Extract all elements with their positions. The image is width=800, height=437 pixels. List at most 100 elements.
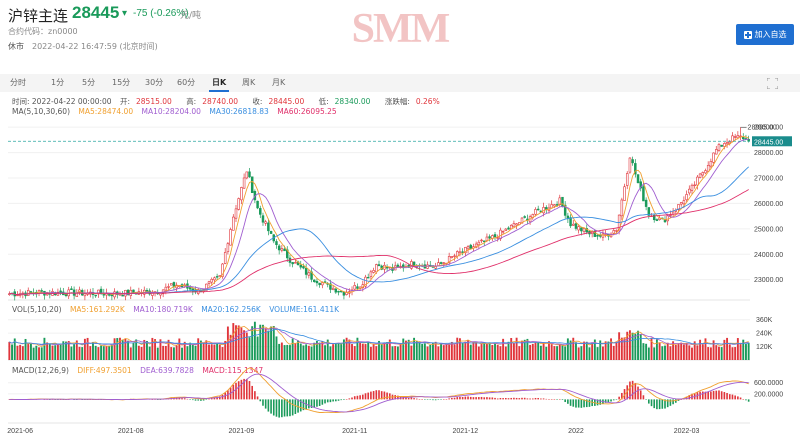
volume-bar: [558, 344, 561, 360]
macd-histogram-bar: [510, 397, 513, 400]
last-price: 28445: [72, 3, 120, 22]
tab-weekly[interactable]: 周K: [242, 78, 256, 87]
volume-bar: [480, 343, 483, 360]
candle: [623, 186, 626, 201]
candle: [561, 196, 564, 207]
candle: [342, 292, 346, 296]
candle: [642, 186, 645, 202]
low-label: 低:: [318, 97, 329, 106]
price-axis-tick: 27000.00: [754, 176, 783, 183]
tab-5min[interactable]: 5分: [82, 78, 96, 87]
macd-histogram-bar: [235, 382, 237, 400]
volume-bar: [194, 345, 197, 360]
macd-histogram-bar: [645, 399, 647, 400]
volume-bar: [650, 337, 653, 360]
candle: [450, 256, 454, 258]
tab-monthly[interactable]: 月K: [272, 78, 286, 87]
candle: [307, 272, 311, 276]
candle: [245, 171, 249, 179]
macd-histogram-bar: [639, 390, 642, 400]
tab-1min[interactable]: 1分: [51, 78, 65, 87]
macd-histogram-bar: [518, 398, 521, 400]
candle: [725, 142, 729, 145]
volume-bar: [208, 344, 210, 360]
vol-ma20-line: [9, 328, 749, 345]
ma60-legend: MA60:26095.25: [277, 107, 337, 116]
dea-legend: DEA:639.7828: [140, 366, 194, 375]
macd-histogram-bar: [585, 399, 588, 408]
candle: [569, 217, 572, 227]
high-value: 28740.00: [202, 97, 239, 106]
vol-ma10-line: [9, 327, 749, 346]
candle: [712, 152, 715, 163]
volume-bar: [707, 347, 710, 360]
volume-bar: [224, 340, 227, 360]
volume-bar: [432, 342, 434, 360]
tab-timeshare[interactable]: 分时: [10, 78, 26, 87]
volume-bar: [148, 346, 151, 360]
volume-bar: [235, 325, 237, 360]
macd-histogram-bar: [650, 399, 653, 407]
open-label: 开:: [119, 97, 130, 106]
macd-info: MACD(12,26,9) DIFF:497.3501 DEA:639.7828…: [12, 366, 269, 375]
macd-histogram-bar: [596, 399, 599, 406]
candle: [634, 163, 637, 175]
volume-bar: [164, 345, 167, 360]
tab-60min[interactable]: 60分: [177, 78, 196, 87]
macd-histogram-bar: [232, 384, 235, 400]
volume-bar: [491, 345, 494, 360]
candle: [698, 173, 702, 178]
candle: [458, 251, 462, 254]
macd-histogram-bar: [715, 390, 718, 400]
price-axis-tick: 28000.00: [754, 150, 783, 157]
candle: [439, 262, 443, 264]
macd-histogram-bar: [718, 390, 720, 400]
volume-bar: [661, 346, 664, 360]
macd-histogram-bar: [674, 399, 677, 403]
volume-bar: [19, 344, 22, 360]
tab-15min[interactable]: 15分: [112, 78, 131, 87]
macd-histogram-bar: [599, 399, 602, 405]
volume-bar: [367, 341, 370, 360]
close-value: 28445.00: [268, 97, 305, 106]
tab-30min[interactable]: 30分: [145, 78, 164, 87]
candle: [240, 187, 243, 201]
x-axis-tick: 2021-06: [7, 428, 33, 435]
candle: [372, 270, 375, 273]
volume-legend: VOLUME:161.411K: [269, 305, 340, 314]
volume-bar: [378, 340, 380, 360]
volume-bar: [494, 342, 496, 360]
candle: [515, 223, 518, 226]
volume-bar: [105, 345, 108, 360]
volume-bar: [580, 346, 583, 360]
volume-bar: [280, 342, 283, 360]
volume-bar: [394, 346, 397, 360]
plus-icon: [743, 30, 752, 39]
volume-bar: [715, 345, 718, 360]
volume-bar: [264, 328, 267, 360]
volume-bar: [127, 340, 130, 360]
volume-bar: [21, 346, 24, 360]
macd-histogram-bar: [275, 399, 278, 417]
volume-bar: [677, 343, 680, 360]
svg-text:SMM: SMM: [352, 6, 450, 50]
volume-bar: [272, 325, 275, 360]
macd-histogram-bar: [669, 399, 672, 406]
candle: [636, 174, 640, 184]
macd-histogram-bar: [521, 397, 523, 400]
volume-bar: [108, 345, 111, 360]
add-to-watchlist-button[interactable]: 加入自选: [736, 24, 794, 45]
macd-histogram-bar: [243, 378, 245, 400]
volume-bar: [407, 339, 410, 360]
macd-histogram-bar: [202, 399, 205, 401]
volume-bar: [545, 346, 548, 360]
candle: [652, 214, 656, 221]
volume-bar: [426, 346, 429, 360]
candle: [558, 197, 562, 205]
macd-histogram-bar: [529, 398, 531, 400]
candle: [620, 199, 624, 217]
candle: [593, 230, 597, 237]
tab-daily[interactable]: 日K: [208, 78, 230, 92]
macd-axis-tick: 600.0000: [754, 380, 783, 387]
